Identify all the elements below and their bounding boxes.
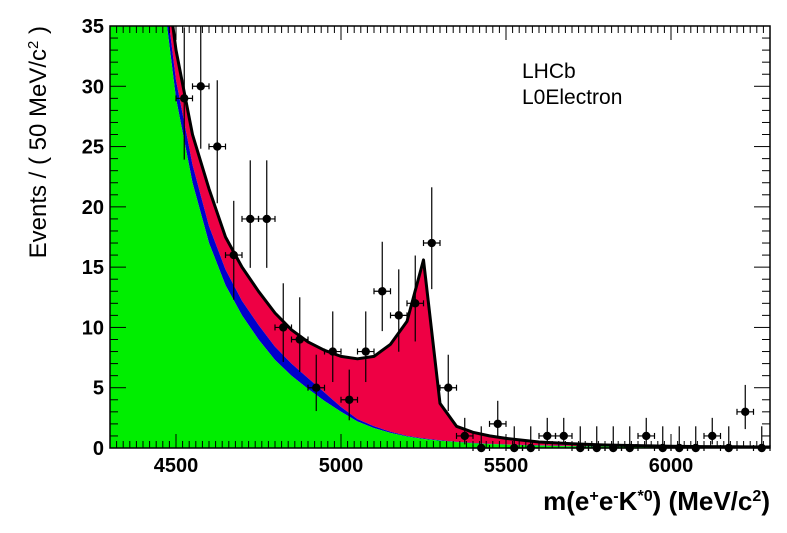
data-marker	[262, 214, 271, 224]
x-tick-label: 4500	[154, 455, 199, 477]
data-point	[356, 311, 375, 383]
data-marker	[361, 347, 370, 356]
data-marker	[444, 383, 453, 392]
axis-ticks: 4500 5000 5500 6000 0 5 10 15 20 25 30 35	[82, 16, 771, 477]
superscript: -	[613, 487, 618, 505]
data-marker	[295, 335, 304, 344]
y-axis-title: Events / ( 50 MeV/c2 )	[25, 26, 52, 258]
data-point	[455, 417, 474, 445]
data-point	[439, 354, 458, 412]
data-marker	[559, 431, 568, 441]
data-marker	[180, 94, 189, 103]
data-marker	[312, 383, 321, 392]
data-point	[307, 354, 326, 412]
data-point	[637, 417, 656, 445]
data-marker	[328, 347, 337, 356]
x-axis-title-text: m(e+e-K*0) (MeV/c2)	[543, 486, 770, 516]
text-run: e	[599, 486, 613, 516]
data-marker	[394, 311, 403, 320]
superscript: *0	[637, 487, 652, 505]
y-axis-title-text: Events / ( 50 MeV/c2 )	[25, 26, 52, 258]
y-tick-label: 10	[82, 317, 104, 339]
data-point	[422, 187, 441, 290]
data-point	[175, 27, 194, 160]
text-run: )	[25, 26, 52, 41]
superscript: +	[589, 487, 598, 505]
data-point	[538, 417, 557, 445]
data-marker	[196, 82, 205, 91]
data-point	[290, 297, 309, 373]
data-marker	[246, 214, 255, 224]
data-marker	[493, 419, 502, 429]
data-marker	[460, 431, 469, 441]
data-marker	[213, 142, 222, 151]
annotation-l0electron: L0Electron	[522, 86, 622, 109]
text-run: )	[761, 486, 770, 516]
data-point	[373, 241, 392, 332]
data-point	[274, 283, 293, 362]
total-fit-curve	[171, 26, 770, 448]
data-marker	[708, 431, 717, 441]
data-marker	[741, 407, 750, 417]
data-marker	[642, 431, 651, 441]
data-point	[406, 255, 425, 342]
x-tick-label: 5000	[319, 455, 364, 477]
y-tick-label: 5	[93, 378, 104, 400]
text-run: K	[619, 486, 638, 516]
data-marker	[345, 395, 354, 404]
y-tick-label: 0	[93, 438, 104, 460]
data-point	[554, 417, 573, 445]
y-tick-label: 25	[82, 137, 104, 159]
background-area-green	[110, 26, 770, 448]
text-run: Events / ( 50 MeV/c	[25, 49, 52, 258]
data-point	[257, 160, 276, 268]
total-fit-curve-group	[171, 26, 770, 448]
data-point	[488, 400, 507, 438]
y-tick-label: 35	[82, 16, 104, 38]
x-tick-label: 5500	[484, 455, 529, 477]
data-marker	[378, 287, 387, 296]
data-marker	[543, 431, 552, 441]
data-marker	[229, 250, 238, 260]
data-point	[703, 417, 722, 445]
x-axis-title: m(e+e-K*0) (MeV/c2)	[543, 486, 770, 516]
data-point	[208, 80, 227, 204]
data-marker	[427, 238, 436, 248]
data-point	[241, 160, 260, 268]
data-point	[224, 200, 243, 300]
data-point	[389, 269, 408, 352]
annotation-lhcb: LHCb	[522, 60, 576, 83]
text-run: m(e	[543, 486, 589, 516]
data-point	[323, 311, 342, 383]
data-marker	[279, 323, 288, 332]
data-point	[340, 369, 359, 421]
stacked-areas	[110, 26, 770, 448]
y-tick-label: 15	[82, 257, 104, 279]
data-point	[191, 26, 210, 149]
y-tick-label: 30	[82, 76, 104, 98]
y-tick-label: 20	[82, 197, 104, 219]
x-tick-label: 6000	[649, 455, 694, 477]
data-marker	[411, 299, 420, 308]
superscript: 2	[752, 487, 761, 505]
text-run: ) (MeV/c	[653, 486, 753, 516]
superscript: 2	[26, 41, 42, 49]
data-point	[736, 384, 755, 430]
